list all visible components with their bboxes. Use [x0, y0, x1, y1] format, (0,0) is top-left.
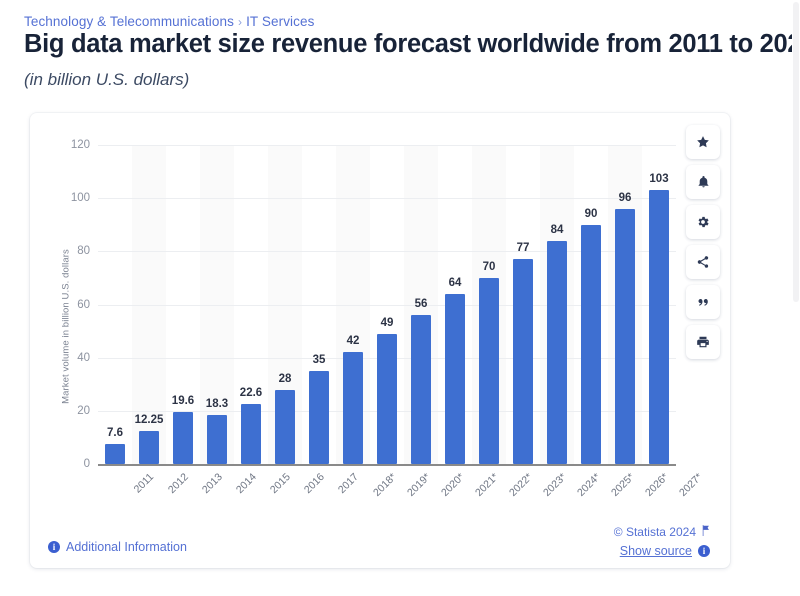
alert-button[interactable]: [686, 165, 720, 199]
bar-value-label: 90: [584, 207, 598, 220]
favorite-button[interactable]: [686, 125, 720, 159]
breadcrumb-item-subcategory[interactable]: IT Services: [246, 14, 315, 29]
print-icon: [696, 335, 710, 349]
cite-button[interactable]: [686, 285, 720, 319]
bar-value-label: 22.6: [239, 386, 263, 399]
x-axis-tick: 2022*: [507, 471, 535, 499]
copyright-label: © Statista 2024: [613, 525, 696, 539]
additional-information-label: Additional Information: [66, 540, 187, 554]
show-source-label: Show source: [619, 544, 692, 558]
footer-right-group: © Statista 2024 Show source i: [614, 525, 710, 558]
bar[interactable]: [649, 190, 669, 464]
settings-button[interactable]: [686, 205, 720, 239]
bar[interactable]: [615, 208, 635, 464]
y-axis-tick: 40: [77, 351, 90, 364]
x-axis-tick: 2019*: [405, 471, 433, 499]
x-axis-tick: 2016: [301, 471, 327, 497]
bar[interactable]: [547, 240, 567, 464]
breadcrumb-item-category[interactable]: Technology & Telecommunications: [24, 14, 234, 29]
chart-card: Market volume in billion U.S. dollars 0 20…: [30, 113, 730, 568]
y-axis-tick: 80: [77, 245, 90, 258]
bar[interactable]: [581, 224, 601, 464]
bar-value-label: 49: [380, 316, 394, 329]
x-axis-line: [98, 464, 676, 466]
x-axis-tick: 2024*: [575, 471, 603, 499]
y-axis-tick: 100: [70, 192, 90, 205]
y-axis-tick: 60: [77, 298, 90, 311]
bar[interactable]: [173, 411, 193, 464]
bar[interactable]: [207, 415, 227, 464]
bar-value-label: 96: [618, 191, 632, 204]
bar[interactable]: [241, 403, 261, 464]
bar[interactable]: [445, 293, 465, 464]
chart-action-toolbar: [686, 125, 722, 365]
bar[interactable]: [139, 431, 159, 464]
scrollbar-thumb[interactable]: [793, 2, 799, 302]
y-axis-tick: 0: [83, 458, 90, 470]
gridline: [98, 198, 676, 200]
bar-value-label: 56: [414, 298, 428, 311]
copyright: © Statista 2024: [614, 525, 710, 539]
share-icon: [696, 255, 710, 269]
x-axis-tick: 2025*: [609, 471, 637, 499]
x-axis-tick: 2026*: [643, 471, 671, 499]
print-button[interactable]: [686, 325, 720, 359]
x-axis-tick: 2014: [233, 471, 259, 497]
share-button[interactable]: [686, 245, 720, 279]
chart-footer: i Additional Information © Statista 2024…: [30, 510, 730, 568]
x-axis-tick: 2020*: [439, 471, 467, 499]
flag-icon[interactable]: [701, 525, 710, 539]
bar-value-label: 12.25: [134, 414, 164, 427]
bar[interactable]: [105, 443, 125, 464]
y-axis-tick: 20: [77, 404, 90, 417]
page-title: Big data market size revenue forecast wo…: [24, 30, 800, 58]
x-axis-tick: 2011: [131, 471, 157, 496]
gridline: [98, 145, 676, 146]
favorite-star-icon: [696, 135, 710, 149]
bar[interactable]: [479, 277, 499, 464]
x-axis-tick: 2018*: [371, 471, 399, 499]
bar-value-label: 35: [312, 353, 326, 366]
x-axis-tick: 2027*: [677, 471, 705, 499]
info-icon: i: [48, 541, 60, 553]
x-axis-tick: 2012: [165, 471, 191, 497]
additional-information-link[interactable]: i Additional Information: [48, 540, 187, 554]
bar-value-label: 19.6: [171, 394, 195, 407]
info-icon: i: [698, 545, 710, 557]
breadcrumb: Technology & Telecommunications › IT Servi…: [24, 14, 314, 29]
bar[interactable]: [343, 352, 363, 464]
bar[interactable]: [275, 389, 295, 464]
bar-value-label: 84: [550, 223, 564, 236]
bar-value-label: 103: [649, 173, 669, 186]
bar-value-label: 77: [516, 242, 530, 255]
y-axis-tick: 120: [70, 139, 90, 151]
breadcrumb-separator-icon: ›: [237, 15, 243, 29]
bar-value-label: 64: [448, 276, 462, 289]
quote-icon: [696, 296, 710, 308]
x-axis-tick: 2013: [199, 471, 225, 497]
bar-value-label: 70: [482, 260, 496, 273]
bell-icon: [697, 175, 710, 189]
bar[interactable]: [411, 315, 431, 464]
gridline: [98, 251, 676, 253]
bar-value-label: 28: [278, 372, 292, 385]
bar-value-label: 42: [346, 335, 360, 348]
show-source-link[interactable]: Show source i: [614, 544, 710, 558]
gear-icon: [696, 215, 710, 229]
page-subtitle: (in billion U.S. dollars): [24, 70, 190, 89]
x-axis-tick: 2017: [335, 471, 361, 497]
bar-value-label: 18.3: [205, 398, 229, 411]
page-scrollbar[interactable]: [792, 0, 800, 596]
x-axis-tick: 2023*: [541, 471, 569, 499]
x-axis-tick: 2021*: [473, 471, 501, 499]
gridline: [98, 304, 676, 306]
bar[interactable]: [377, 333, 397, 464]
x-axis-tick: 2015: [267, 471, 293, 497]
bar[interactable]: [309, 370, 329, 464]
chart-plot-area: Market volume in billion U.S. dollars 0 20…: [30, 113, 730, 513]
bar-value-label: 7.6: [107, 426, 123, 439]
bar[interactable]: [513, 259, 533, 464]
